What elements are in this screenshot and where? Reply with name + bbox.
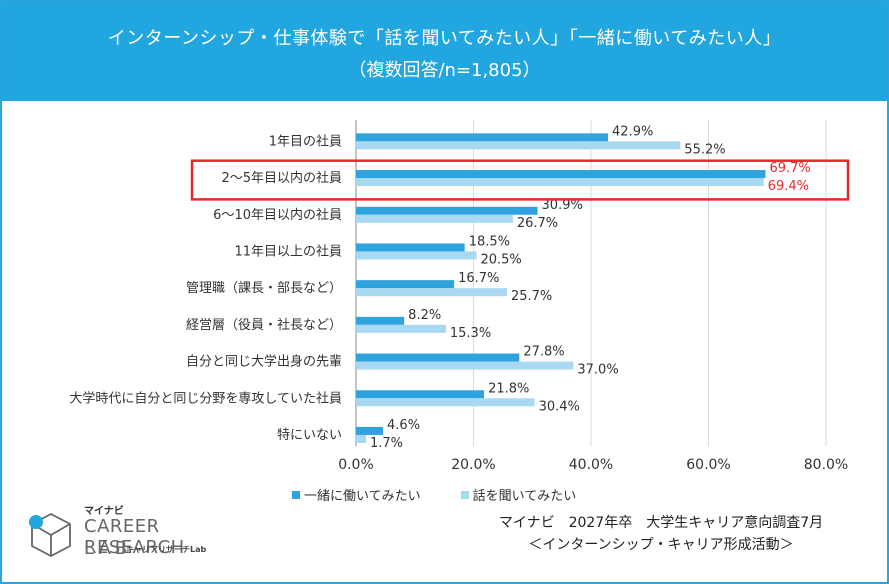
bar-work (356, 390, 485, 399)
value-label: 42.9% (612, 124, 653, 139)
value-label: 25.7% (511, 289, 552, 304)
bar-talk (356, 324, 446, 333)
chart-subtitle: （複数回答/n=1,805） (348, 60, 541, 81)
logo-line1: CAREER RESEARCH (84, 516, 185, 558)
category-label: 特にいない (277, 428, 342, 443)
value-label: 37.0% (577, 363, 618, 378)
x-tick-label: 40.0% (569, 457, 613, 473)
bar-talk (356, 141, 681, 150)
category-label: 6～10年目以内の社員 (213, 207, 342, 223)
bar-work (356, 170, 766, 179)
x-tick-label: 80.0% (804, 457, 848, 473)
legend-label-work: 一緒に働いてみたい (304, 489, 421, 504)
legend-item-talk: 話を聞いてみたい (460, 485, 577, 504)
bar-talk (356, 398, 535, 407)
bar-talk (356, 178, 764, 187)
bar-talk (356, 288, 507, 297)
bar-work (356, 353, 520, 362)
logo-brand: マイナビ (84, 506, 124, 517)
logo: マイナビ CAREER RESEARCH LAB キャリアリサーチLab (26, 500, 256, 570)
category-label: 1年目の社員 (269, 133, 342, 149)
value-label: 69.7% (769, 161, 810, 176)
value-label: 55.2% (684, 142, 725, 157)
bar-talk (356, 251, 477, 260)
logo-line2: LAB (84, 538, 132, 559)
value-label: 30.4% (539, 399, 580, 414)
value-label: 8.2% (408, 308, 441, 323)
source-line1: マイナビ 2027年卒 大学生キャリア意向調査7月 (498, 515, 824, 531)
value-label: 20.5% (480, 252, 521, 267)
category-label: 大学時代に自分と同じ分野を専攻していた社員 (69, 390, 342, 406)
value-label: 26.7% (517, 216, 558, 231)
bar-work (356, 206, 538, 215)
chart-title: インターンシップ・仕事体験で「話を聞いてみたい人」「一緒に働いてみたい人」 (107, 28, 782, 49)
source-note: マイナビ 2027年卒 大学生キャリア意向調査7月 ＜インターンシップ・キャリア… (466, 512, 856, 556)
bar-talk (356, 361, 574, 370)
logo-sub: キャリアリサーチLab (126, 545, 207, 554)
chart-header: インターンシップ・仕事体験で「話を聞いてみたい人」「一緒に働いてみたい人」 （複… (2, 2, 887, 101)
legend-swatch-work (292, 490, 300, 499)
value-label: 4.6% (387, 418, 420, 433)
x-tick-label: 0.0% (338, 457, 374, 473)
value-label: 30.9% (542, 198, 583, 213)
category-label: 2～5年目以内の社員 (221, 170, 342, 186)
bar-work (356, 316, 405, 325)
value-label: 21.8% (488, 381, 529, 396)
x-tick-label: 60.0% (686, 457, 730, 473)
bar-talk (356, 214, 513, 223)
legend-swatch-talk (460, 490, 469, 499)
bar-talk (356, 434, 366, 443)
x-tick-label: 20.0% (451, 457, 495, 473)
legend-label-talk: 話を聞いてみたい (472, 489, 577, 504)
value-label: 1.7% (370, 436, 403, 451)
value-label: 18.5% (469, 234, 510, 249)
source-line2: ＜インターンシップ・キャリア形成活動＞ (528, 537, 794, 553)
highlight-box (190, 159, 850, 201)
value-label: 15.3% (450, 326, 491, 341)
category-label: 管理職（課長・部長など） (186, 280, 342, 296)
bar-work (356, 280, 455, 289)
bar-work (356, 133, 609, 142)
category-label: 自分と同じ大学出身の先輩 (186, 354, 342, 370)
cube-logo-icon (29, 512, 71, 558)
chart-legend: 一緒に働いてみたい 話を聞いてみたい (292, 485, 576, 504)
value-label: 16.7% (458, 271, 499, 286)
bar-work (356, 426, 384, 435)
category-label: 経営層（役員・社長など） (186, 317, 342, 333)
bar-work (356, 243, 465, 252)
category-label: 11年目以上の社員 (234, 243, 342, 259)
legend-item-work: 一緒に働いてみたい (292, 485, 421, 504)
value-label: 69.4% (768, 179, 809, 194)
value-label: 27.8% (523, 345, 564, 360)
